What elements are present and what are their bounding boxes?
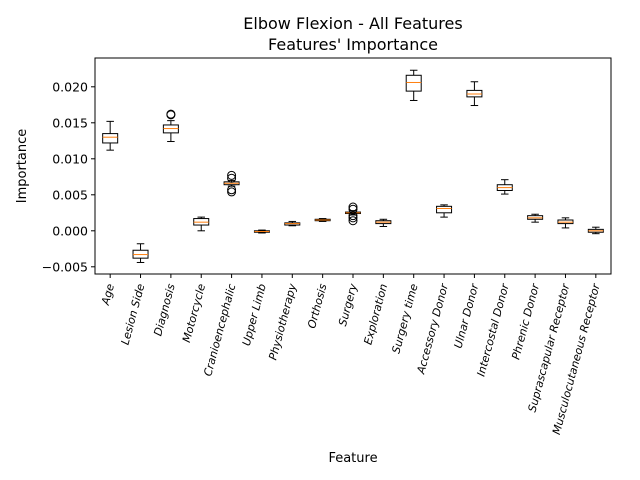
x-tick-label: Surgery (336, 282, 360, 328)
box-group (466, 81, 483, 107)
outlier-point (227, 187, 237, 197)
box-group (436, 204, 453, 218)
box-group (405, 69, 422, 101)
x-tick-label: Motorcycle (180, 282, 208, 344)
y-tick-label: 0.020 (52, 79, 88, 94)
box-group (132, 243, 149, 263)
outlier-point (348, 211, 358, 221)
box-group (345, 202, 361, 226)
chart-title: Elbow Flexion - All Features (243, 14, 462, 33)
plot-area: −0.005 0.000 0.005 0.010 0.015 0.020 Age Lesion… (42, 69, 604, 436)
outlier-point (166, 109, 176, 119)
x-tick-label: Physiotherapy (266, 282, 299, 362)
box-iqr (436, 205, 453, 214)
box-group (253, 229, 270, 234)
box-group (527, 213, 544, 223)
axes-frame (94, 57, 612, 275)
box-group (223, 170, 240, 197)
box-group (284, 220, 301, 227)
outlier-point (348, 204, 358, 214)
x-tick-label: Upper Limb (240, 282, 269, 347)
x-tick-label: Orthosis (305, 282, 329, 330)
outlier-point (227, 170, 237, 180)
box-group (193, 216, 210, 232)
outlier-point (348, 202, 358, 212)
box-group (375, 218, 392, 227)
y-tick-label: 0.010 (52, 151, 88, 166)
outlier-point (348, 216, 358, 226)
x-axis-label: Feature (328, 451, 377, 466)
y-tick-label: −0.005 (42, 259, 88, 274)
x-tick-label: Cranioencephalic (201, 282, 238, 377)
x-tick-label: Surgery time (390, 282, 421, 355)
y-tick-label: 0.005 (52, 187, 88, 202)
box-iqr (102, 133, 119, 144)
box-group (557, 217, 574, 229)
y-tick-label: 0.015 (52, 115, 88, 130)
box-group (587, 226, 604, 235)
x-tick-label: Phrenic Donor (509, 281, 542, 361)
box-iqr (405, 74, 422, 92)
outlier-point (227, 173, 237, 183)
x-tick-label: Ulnar Donor (452, 281, 482, 350)
y-axis-label: Importance (15, 129, 30, 204)
x-tick-label: Diagnosis (151, 282, 177, 337)
box-group (496, 179, 513, 195)
box-group (314, 218, 331, 222)
chart-subtitle: Features' Importance (268, 35, 438, 54)
y-tick-label: 0.000 (52, 223, 88, 238)
x-tick-label: Intercostal Donor (474, 281, 512, 378)
x-tick-label: Accessory Donor (414, 281, 451, 376)
x-tick-label: Lesion Side (119, 282, 148, 346)
outlier-point (227, 185, 237, 195)
box-group (102, 120, 119, 151)
outlier-point (348, 213, 358, 223)
x-tick-label: Exploration (362, 282, 391, 346)
box-group (162, 109, 179, 143)
x-tick-label: Age (99, 282, 117, 307)
